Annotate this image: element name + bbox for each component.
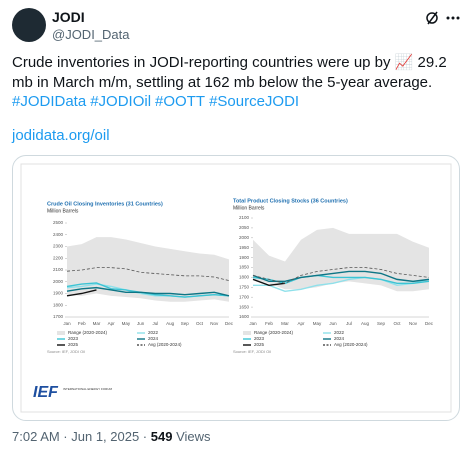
- x-tick-label: Jan: [63, 321, 71, 326]
- x-tick-label: Aug: [361, 321, 370, 326]
- legend-label: 2023: [254, 336, 265, 341]
- y-tick-label: 1750: [239, 284, 250, 289]
- y-tick-label: 1850: [239, 265, 250, 270]
- more-dot[interactable]: [451, 16, 455, 20]
- x-tick-label: Dec: [225, 321, 234, 326]
- x-tick-label: Jan: [249, 321, 257, 326]
- y-axis-label: Million Barrels: [233, 205, 265, 211]
- legend-swatch: [57, 331, 65, 335]
- y-tick-label: 1650: [239, 304, 250, 309]
- x-tick-label: Feb: [265, 321, 273, 326]
- y-tick-label: 1700: [53, 314, 64, 319]
- legend-swatch: [243, 331, 251, 335]
- x-tick-label: Jun: [137, 321, 145, 326]
- chart-image: IEF INTERNATIONAL ENERGY FORUM Crude Oil…: [20, 163, 452, 413]
- views-label: Views: [176, 429, 211, 444]
- more-dot[interactable]: [446, 16, 450, 20]
- hashtag[interactable]: #JODIOil: [90, 93, 152, 110]
- legend-label: 2025: [68, 342, 79, 347]
- y-tick-label: 2100: [53, 267, 64, 272]
- chart-source: Source: IEF, JODI Oil: [233, 349, 271, 354]
- y-tick-label: 1800: [53, 302, 64, 307]
- x-tick-label: Dec: [425, 321, 434, 326]
- legend-label: Range (2020-2024): [254, 330, 294, 335]
- series-line: [252, 267, 430, 284]
- header-icons: [426, 11, 460, 25]
- series-line: [253, 276, 430, 292]
- x-tick-label: May: [122, 321, 131, 326]
- series-line: [66, 267, 230, 281]
- x-tick-label: Mar: [93, 321, 101, 326]
- chart-title: Crude Oil Closing Inventories (31 Countr…: [47, 201, 163, 207]
- y-tick-label: 1900: [53, 291, 64, 296]
- x-tick-label: Jul: [346, 321, 352, 326]
- more-dot[interactable]: [456, 16, 460, 20]
- x-tick-label: Apr: [297, 321, 305, 326]
- x-tick-label: Jun: [329, 321, 337, 326]
- y-tick-label: 2100: [239, 215, 250, 220]
- timestamp-row: 7:02 AM · Jun 1, 2025 · 549 Views: [12, 429, 211, 444]
- y-tick-label: 2050: [239, 225, 250, 230]
- series-line: [66, 286, 230, 297]
- x-tick-label: Mar: [281, 321, 289, 326]
- x-tick-label: Sep: [181, 321, 190, 326]
- link[interactable]: jodidata.org/oil: [12, 127, 110, 144]
- author-name[interactable]: JODI: [52, 9, 85, 25]
- x-tick-label: Sep: [377, 321, 386, 326]
- grok-icon[interactable]: [426, 12, 438, 24]
- y-tick-label: 1950: [239, 245, 250, 250]
- series-line: [252, 278, 286, 287]
- timestamp[interactable]: 7:02 AM · Jun 1, 2025 ·: [12, 429, 151, 444]
- y-tick-label: 2300: [53, 244, 64, 249]
- legend-label: 2022: [334, 330, 345, 335]
- legend-label: Range (2020-2024): [68, 330, 108, 335]
- series-line: [252, 270, 430, 283]
- hashtags: #JODIData #JODIOil #OOTT #SourceJODI: [12, 92, 303, 112]
- grok-slash: [427, 11, 438, 25]
- x-tick-label: Jul: [152, 321, 158, 326]
- legend-label: 2024: [334, 336, 345, 341]
- y-tick-label: 1900: [239, 255, 250, 260]
- logo: IEF: [33, 384, 59, 401]
- x-tick-label: Nov: [210, 321, 219, 326]
- y-tick-label: 1800: [239, 275, 250, 280]
- y-tick-label: 2000: [239, 235, 250, 240]
- views-count: 549: [150, 429, 173, 444]
- hashtag[interactable]: #JODIData: [12, 93, 87, 110]
- image-card[interactable]: IEF INTERNATIONAL ENERGY FORUM Crude Oil…: [12, 155, 460, 421]
- x-tick-label: Oct: [196, 321, 204, 326]
- avatar[interactable]: [12, 8, 46, 42]
- series-line: [66, 289, 97, 297]
- y-tick-label: 2400: [53, 232, 64, 237]
- x-tick-label: Aug: [166, 321, 175, 326]
- x-tick-label: Nov: [409, 321, 418, 326]
- y-tick-label: 2500: [53, 220, 64, 225]
- legend-label: Avg (2020-2024): [148, 342, 182, 347]
- logo-caption: INTERNATIONAL ENERGY FORUM: [63, 387, 112, 391]
- legend-label: 2024: [148, 336, 159, 341]
- author-handle[interactable]: @JODI_Data: [52, 27, 130, 42]
- chart-source: Source: IEF, JODI Oil: [47, 349, 85, 354]
- y-tick-label: 1600: [239, 314, 250, 319]
- x-tick-label: Apr: [108, 321, 116, 326]
- legend-label: 2023: [68, 336, 79, 341]
- legend-label: Avg (2020-2024): [334, 342, 368, 347]
- y-tick-label: 2200: [53, 255, 64, 260]
- chart-title: Total Product Closing Stocks (36 Countri…: [233, 198, 348, 204]
- y-tick-label: 2000: [53, 279, 64, 284]
- y-axis-label: Million Barrels: [47, 208, 79, 214]
- legend-label: 2022: [148, 330, 159, 335]
- x-tick-label: May: [313, 321, 322, 326]
- hashtag[interactable]: #SourceJODI: [209, 93, 300, 110]
- x-tick-label: Oct: [393, 321, 401, 326]
- hashtag[interactable]: #OOTT: [155, 93, 206, 110]
- y-tick-label: 1700: [239, 294, 250, 299]
- x-tick-label: Feb: [78, 321, 86, 326]
- tweet-text: Crude inventories in JODI-reporting coun…: [12, 54, 447, 91]
- legend-label: 2025: [254, 342, 265, 347]
